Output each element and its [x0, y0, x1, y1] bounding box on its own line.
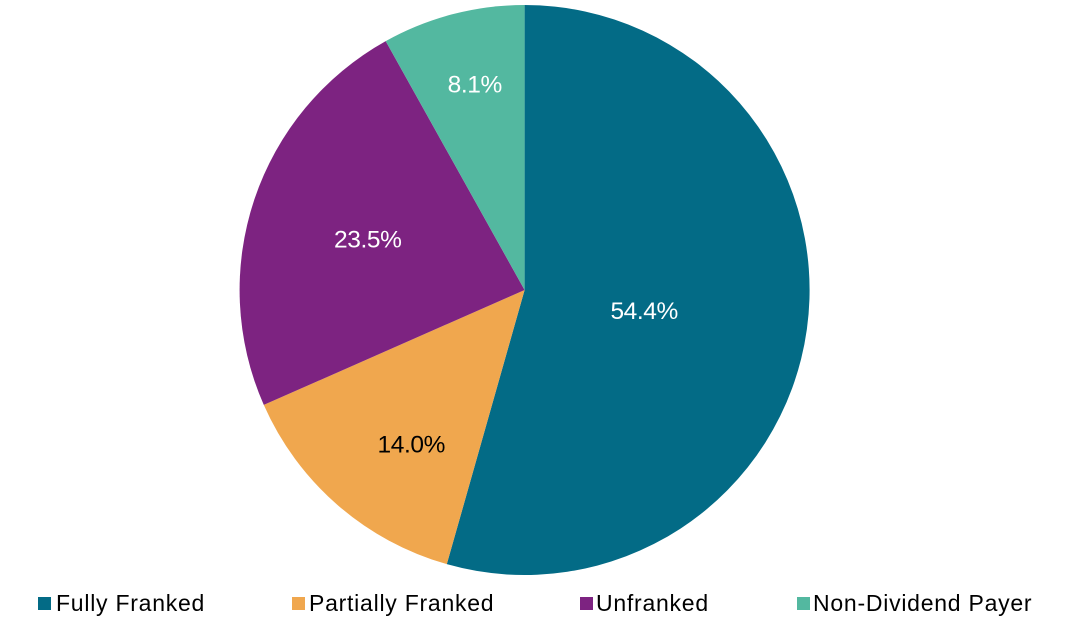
svg-text:8.1%: 8.1% [448, 72, 502, 99]
svg-text:54.4%: 54.4% [610, 298, 677, 325]
svg-text:23.5%: 23.5% [334, 227, 401, 254]
svg-text:14.0%: 14.0% [378, 431, 445, 458]
